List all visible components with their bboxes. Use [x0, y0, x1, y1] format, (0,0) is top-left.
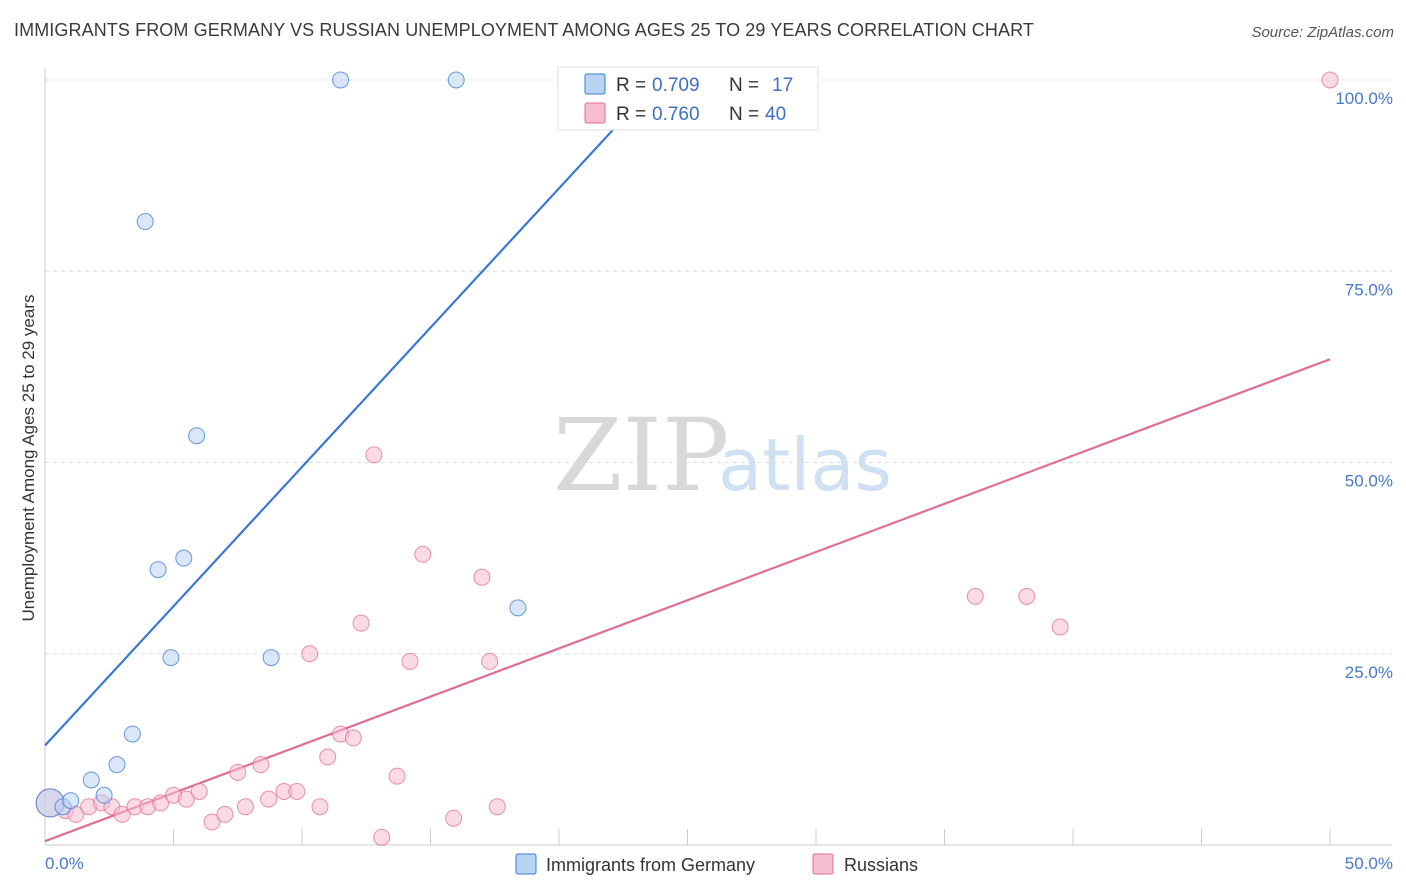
- legend-n-label-germany: N =: [729, 75, 759, 96]
- data-point-germany-13: [447, 71, 465, 89]
- legend-r-value-germany: 0.709: [652, 75, 700, 96]
- data-point-russians-37: [1018, 587, 1036, 605]
- data-point-russians-18: [260, 790, 278, 808]
- data-point-russians-28: [373, 828, 391, 846]
- data-point-russians-13: [203, 813, 221, 831]
- data-point-russians-27: [365, 446, 383, 464]
- watermark-zip: ZIP: [553, 397, 729, 514]
- legend-r-label-germany: R =: [616, 75, 646, 96]
- y-tick-label-0: 25.0%: [1345, 663, 1393, 682]
- data-point-russians-17: [252, 756, 270, 774]
- legend-n-value-russians: 40: [765, 104, 786, 125]
- data-point-germany-2: [95, 786, 113, 804]
- data-point-germany-4: [108, 756, 126, 774]
- legend-n-value-germany: 17: [772, 75, 793, 96]
- data-point-russians-26: [352, 614, 370, 632]
- data-point-russians-6: [113, 805, 131, 823]
- data-point-russians-35: [488, 798, 506, 816]
- legend-n-label-russians: N =: [729, 104, 759, 125]
- watermark-atlas: atlas: [718, 423, 892, 507]
- data-point-russians-34: [481, 652, 499, 670]
- y-tick-label-3: 100.0%: [1335, 89, 1393, 108]
- data-point-germany-14: [509, 599, 527, 617]
- correlation-legend: R = 0.709 N = 17 R = 0.760 N = 40: [557, 66, 819, 131]
- data-point-russians-9: [152, 794, 170, 812]
- legend-swatch-russians: [584, 102, 606, 124]
- bottom-legend-swatch-germany: [515, 853, 537, 875]
- trend-line-germany: [44, 67, 671, 747]
- data-point-russians-38: [1051, 618, 1069, 636]
- legend-swatch-germany: [584, 73, 606, 95]
- y-tick-label-1: 50.0%: [1345, 472, 1393, 491]
- data-point-russians-21: [301, 645, 319, 663]
- data-point-germany-6: [136, 213, 154, 231]
- data-point-russians-33: [473, 568, 491, 586]
- data-point-russians-11: [177, 790, 195, 808]
- x-tick-label-0: 0.0%: [45, 854, 84, 873]
- chart-title: IMMIGRANTS FROM GERMANY VS RUSSIAN UNEMP…: [14, 20, 1034, 40]
- grid-lines: [45, 79, 1392, 655]
- data-point-russians-12: [190, 782, 208, 800]
- data-point-russians-14: [216, 805, 234, 823]
- data-point-russians-15: [229, 763, 247, 781]
- data-point-germany-3: [82, 771, 100, 789]
- y-tick-label-2: 75.0%: [1345, 280, 1393, 299]
- axes: [44, 68, 1392, 846]
- bottom-legend-swatch-russians: [812, 853, 834, 875]
- bottom-legend-label-germany: Immigrants from Germany: [546, 855, 755, 875]
- data-point-russians-20: [288, 782, 306, 800]
- data-point-russians-39: [1321, 71, 1339, 89]
- series-legend: Immigrants from Germany Russians: [515, 853, 918, 875]
- bottom-legend-label-russians: Russians: [844, 855, 918, 875]
- data-point-russians-31: [414, 545, 432, 563]
- data-point-germany-10: [188, 427, 206, 445]
- legend-r-value-russians: 0.760: [652, 104, 700, 125]
- data-point-russians-32: [445, 809, 463, 827]
- legend-r-label-russians: R =: [616, 104, 646, 125]
- data-point-germany-16: [62, 792, 80, 810]
- data-point-russians-23: [319, 748, 337, 766]
- data-point-russians-29: [388, 767, 406, 785]
- data-point-germany-7: [149, 561, 167, 579]
- data-point-russians-30: [401, 652, 419, 670]
- y-axis-label: Unemployment Among Ages 25 to 29 years: [19, 295, 38, 622]
- data-point-russians-16: [236, 798, 254, 816]
- tick-labels: 25.0% 50.0% 75.0% 100.0% 0.0% 50.0%: [45, 89, 1393, 873]
- data-point-germany-11: [262, 649, 280, 667]
- data-point-russians-25: [344, 729, 362, 747]
- data-point-germany-5: [123, 725, 141, 743]
- data-point-germany-9: [175, 549, 193, 567]
- x-tick-label-1: 50.0%: [1345, 854, 1393, 873]
- data-point-germany-8: [162, 649, 180, 667]
- data-point-germany-12: [332, 71, 350, 89]
- data-point-russians-36: [966, 587, 984, 605]
- source-label: Source: ZipAtlas.com: [1251, 24, 1394, 41]
- data-point-russians-22: [311, 798, 329, 816]
